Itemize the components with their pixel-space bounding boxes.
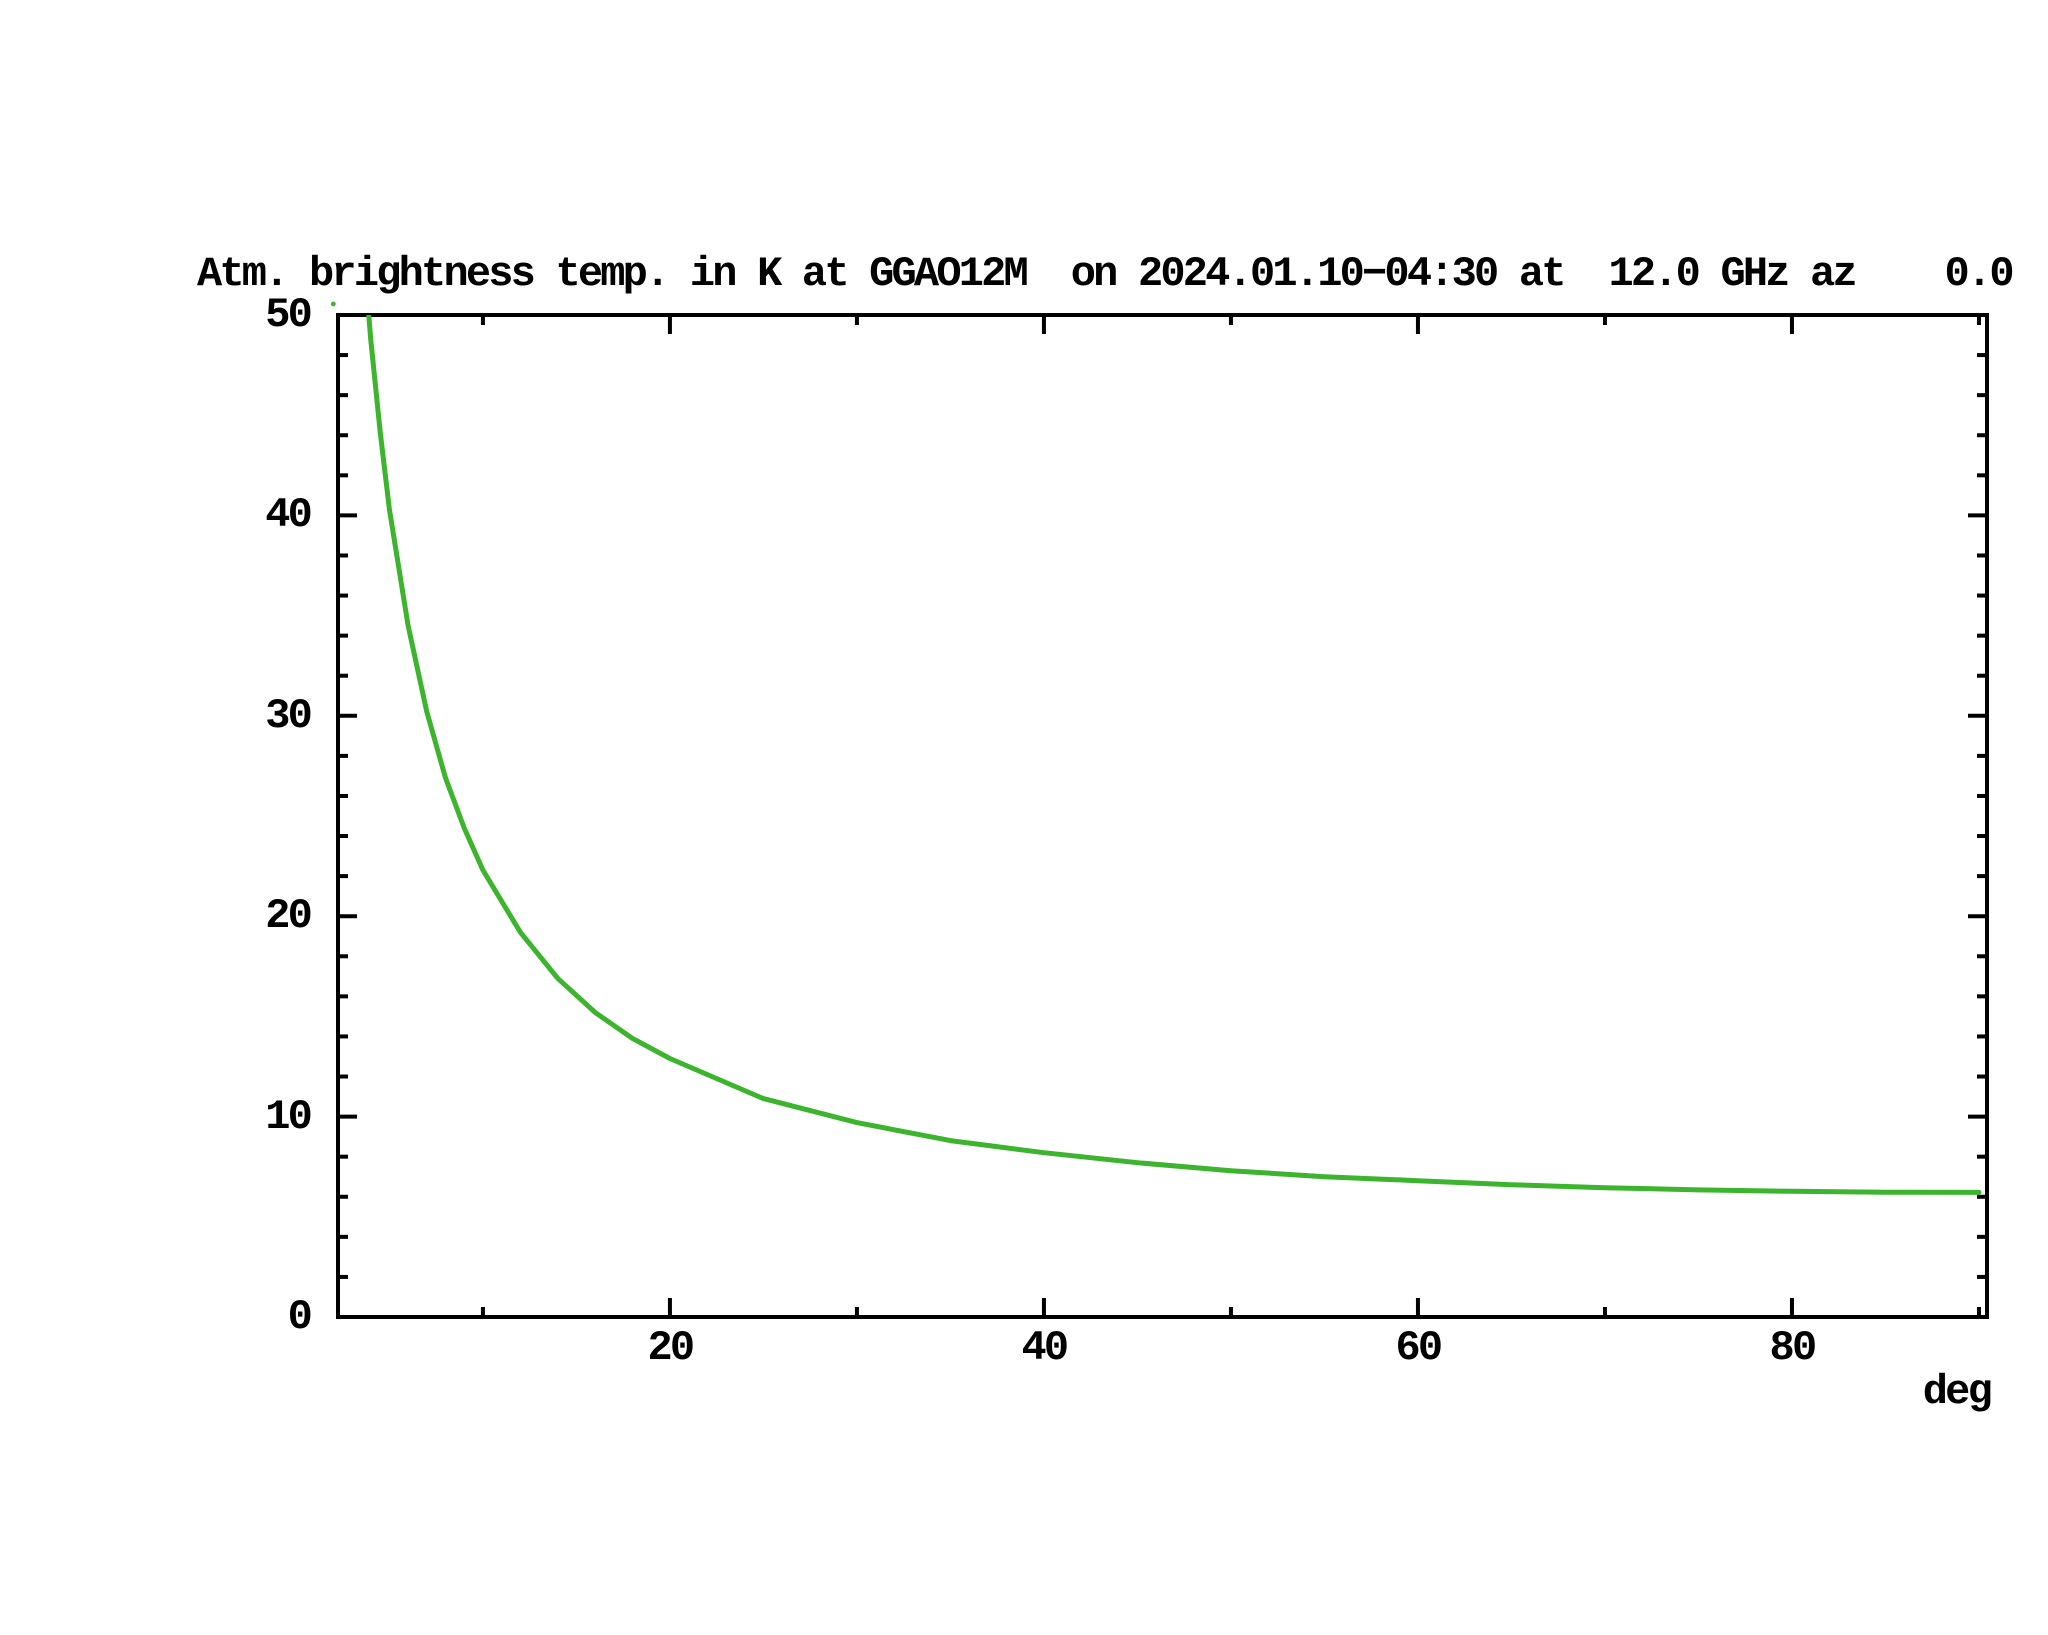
x-axis-unit-label: deg <box>1922 1368 1993 1416</box>
x-tick-label-20: 20 <box>647 1324 696 1372</box>
data-curve <box>366 315 1982 1195</box>
y-tick-label-50: 50 <box>265 291 313 339</box>
plot-frame-border <box>336 313 1989 1319</box>
y-tick-label-20: 20 <box>265 892 313 941</box>
y-tick-label-10: 10 <box>265 1092 313 1141</box>
curve-start-dot <box>330 301 336 307</box>
chart-title: Atm. brightness temp. in K at GGAO12M on… <box>197 250 2015 298</box>
x-tick-label-80: 80 <box>1769 1324 1818 1372</box>
x-tick-label-40: 40 <box>1021 1324 1070 1372</box>
y-tick-label-0: 0 <box>287 1293 313 1341</box>
y-tick-label-30: 30 <box>265 691 313 740</box>
x-tick-label-60: 60 <box>1395 1324 1444 1372</box>
y-tick-label-40: 40 <box>265 491 313 540</box>
